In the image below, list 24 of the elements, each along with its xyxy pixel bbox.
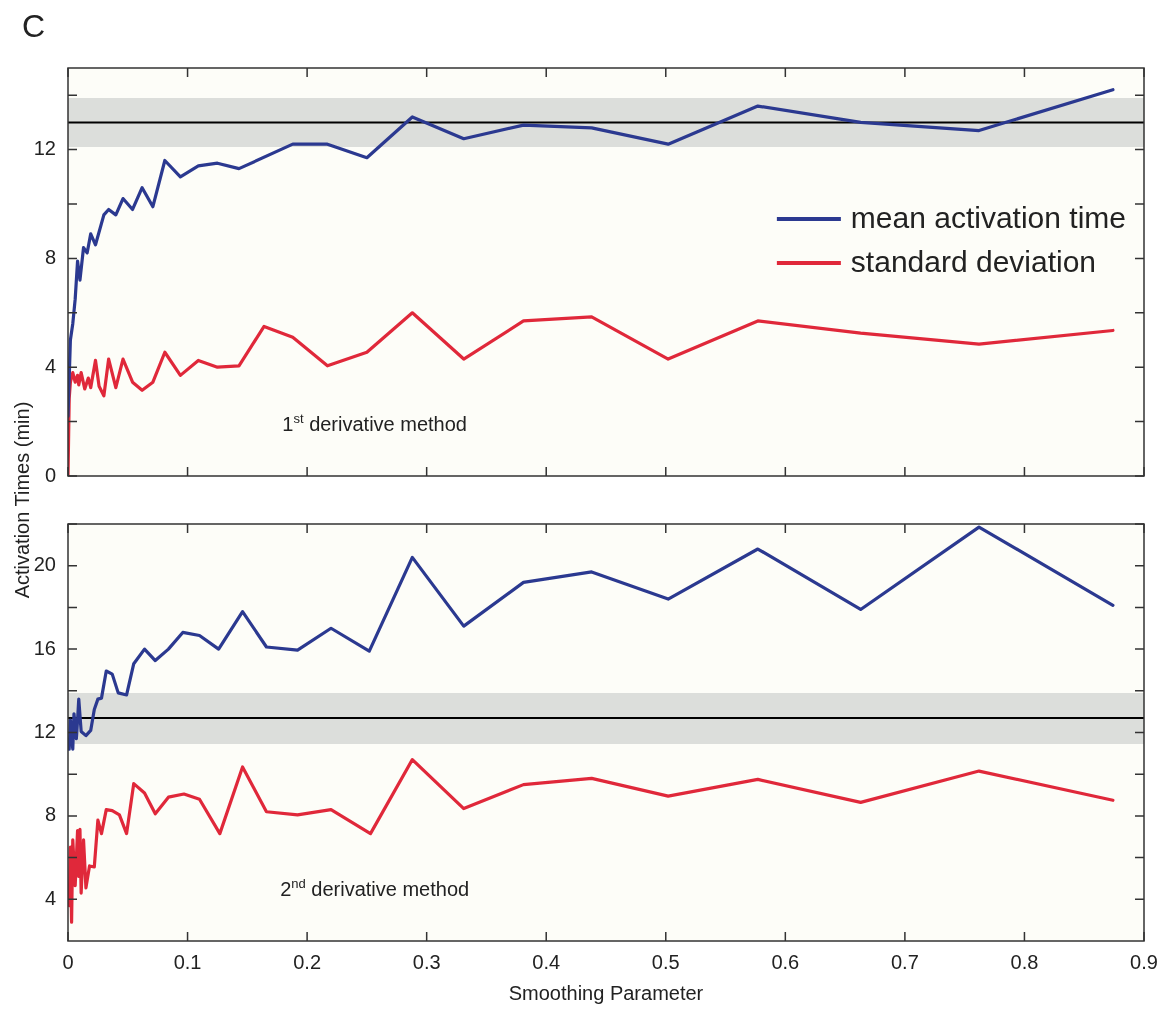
y-tick-label: 0	[44, 463, 56, 486]
y-tick-label: 12	[33, 720, 56, 743]
x-tick-label: 0.1	[173, 950, 202, 973]
legend-label: standard deviation	[850, 245, 1097, 279]
y-tick-label: 16	[33, 636, 56, 659]
y-axis-title: Activation Times (min)	[10, 401, 34, 599]
x-tick-label: 0.7	[890, 950, 919, 973]
legend-label: mean activation time	[850, 201, 1127, 235]
x-tick-label: 0.8	[1010, 950, 1039, 973]
y-tick-label: 4	[44, 886, 56, 909]
y-tick-label: 8	[44, 803, 56, 826]
y-tick-label: 4	[44, 354, 56, 377]
x-tick-label: 0.5	[651, 950, 680, 973]
x-tick-label: 0.9	[1130, 950, 1158, 973]
x-tick-label: 0.4	[532, 950, 561, 973]
x-axis-title: Smoothing Parameter	[508, 981, 704, 1004]
y-tick-label: 8	[44, 245, 56, 268]
y-tick-label: 12	[33, 137, 56, 160]
chart-title: C	[22, 8, 46, 45]
y-tick-label: 20	[33, 553, 56, 576]
x-tick-label: 0	[62, 950, 74, 973]
x-tick-label: 0.3	[412, 950, 441, 973]
x-tick-label: 0.2	[293, 950, 322, 973]
x-tick-label: 0.6	[771, 950, 800, 973]
